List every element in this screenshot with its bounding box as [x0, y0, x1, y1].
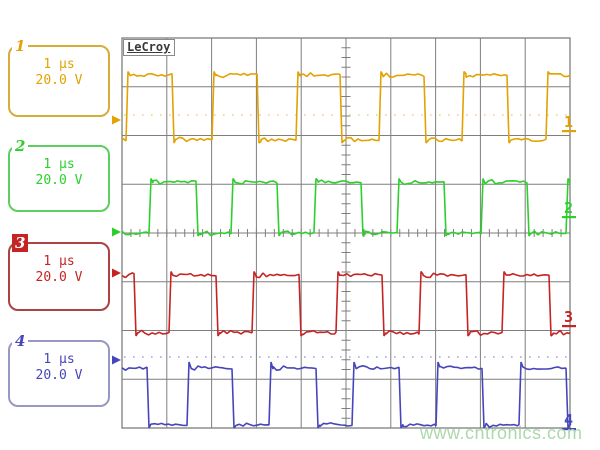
channel-1-right-label: 1: [564, 113, 573, 131]
channel-4-ground-marker: [112, 355, 121, 365]
channel-4-number-badge: 4: [12, 332, 29, 350]
lecroy-logo-text: LeCroy: [127, 40, 171, 54]
channel-4-trace: [121, 361, 571, 429]
graticule-minor-ticks: [121, 37, 571, 429]
channel-4-right-label: 4: [564, 411, 573, 429]
channel-4-settings-box[interactable]: 4 1 μs 20.0 V: [8, 332, 110, 407]
channel-3-level-dash: [562, 325, 576, 328]
channel-3-number-badge: 3: [12, 234, 29, 252]
channel-3-settings-box[interactable]: 3 1 μs 20.0 V: [8, 234, 110, 311]
channel-1-settings-box[interactable]: 1 1 μs 20.0 V: [8, 37, 110, 117]
lecroy-logo: LeCroy: [123, 39, 176, 56]
channel-3-volts-per-div: 20.0 V: [35, 270, 83, 285]
channel-1-volts-per-div: 20.0 V: [35, 73, 83, 88]
channel-2-timebase: 1 μs: [43, 157, 75, 172]
channel-2-volts-per-div: 20.0 V: [35, 173, 83, 188]
channel-2-number-badge: 2: [12, 137, 29, 155]
channel-2-level-dash: [562, 216, 576, 219]
channel-1-trace: [121, 70, 571, 144]
channel-2-trace: [121, 178, 571, 237]
channel-1-level-dash: [562, 130, 576, 133]
channel-4-volts-per-div: 20.0 V: [35, 368, 83, 383]
channel-1-timebase: 1 μs: [43, 57, 75, 72]
channel-2-right-label: 2: [564, 199, 573, 217]
channel-1-ground-marker: [112, 115, 121, 125]
channel-4-level-dash: [562, 428, 576, 431]
channel-3-ground-marker: [112, 268, 121, 278]
channel-2-ground-marker: [112, 227, 121, 237]
channel-4-timebase: 1 μs: [43, 352, 75, 367]
channel-1-number-badge: 1: [12, 37, 29, 55]
channel-2-settings-box[interactable]: 2 1 μs 20.0 V: [8, 137, 110, 212]
channel-3-trace: [121, 271, 571, 337]
channel-3-timebase: 1 μs: [43, 254, 75, 269]
channel-3-right-label: 3: [564, 308, 573, 326]
watermark-url: www.cntronics.com: [420, 423, 583, 443]
